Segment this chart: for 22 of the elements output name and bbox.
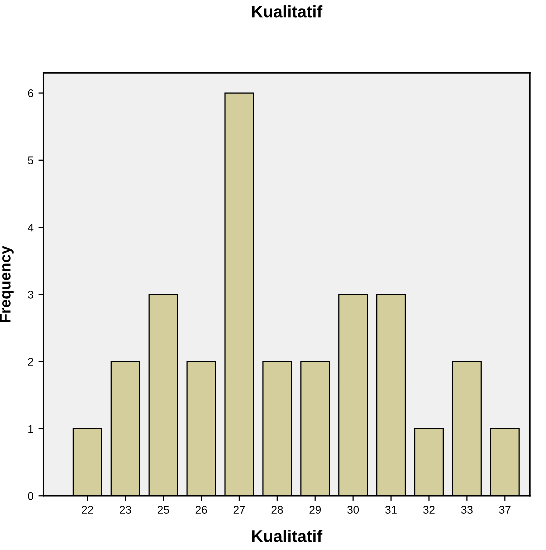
x-tick-label: 23 (120, 506, 132, 514)
chart-title: Kualitatif (252, 6, 323, 18)
x-axis-title: Kualitatif (252, 530, 323, 542)
y-tick-label: 3 (28, 290, 34, 299)
x-tick-label: 22 (82, 506, 94, 514)
y-tick-label: 0 (28, 492, 34, 500)
x-tick-label: 37 (499, 506, 511, 514)
x-tick-label: 29 (310, 506, 322, 514)
y-tick-label: 4 (28, 224, 34, 232)
x-tick-label: 28 (272, 506, 284, 514)
x-tick-label: 30 (348, 506, 360, 514)
x-tick-label: 32 (423, 506, 435, 514)
x-tick-label: 27 (234, 506, 246, 514)
y-tick-label: 1 (28, 425, 34, 433)
y-tick-label: 6 (28, 90, 34, 98)
y-tick-label: 2 (28, 358, 34, 366)
y-axis-title: Frequency (0, 246, 14, 322)
x-tick-label: 26 (196, 506, 208, 514)
x-tick-label: 25 (158, 506, 170, 514)
x-tick-label: 31 (386, 506, 397, 514)
x-tick-label: 33 (461, 506, 473, 514)
y-tick-label: 5 (28, 156, 34, 165)
